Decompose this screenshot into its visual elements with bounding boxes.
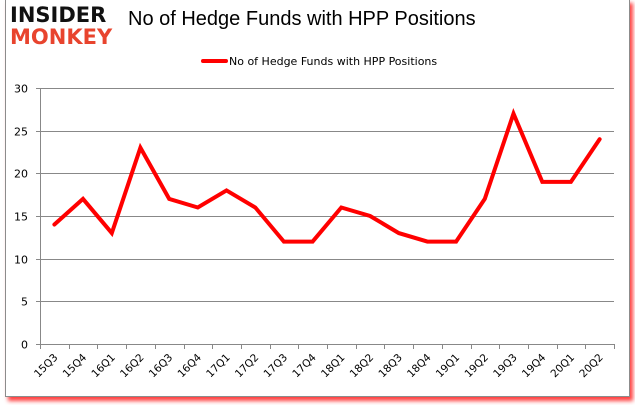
x-tick-label: 16Q4 [175,351,204,380]
y-tick-label: 15 [14,211,28,224]
x-tick-label: 18Q2 [348,352,377,381]
x-tick-label: 15Q4 [61,351,90,380]
chart-legend: No of Hedge Funds with HPP Positions [201,53,437,69]
x-tick-label: 18Q4 [405,351,434,380]
legend-label: No of Hedge Funds with HPP Positions [229,54,438,68]
series-line-hedge-funds [52,107,602,244]
logo-line-insider: INSIDER [10,3,107,27]
y-tick-label: 10 [14,254,28,267]
chart-title: No of Hedge Funds with HPP Positions [128,8,476,30]
x-tick-label: 18Q1 [319,352,348,381]
logo-line-monkey: MONKEY [10,25,113,49]
x-tick-label: 16Q2 [118,352,147,381]
x-tick-label: 18Q3 [376,352,405,381]
x-tick-label: 19Q3 [491,352,520,381]
x-tick-label: 16Q1 [89,352,118,381]
x-tick-label: 17Q3 [262,352,291,381]
y-tick-label: 20 [14,168,28,181]
gridlines [40,88,614,302]
y-tick-label: 25 [14,126,28,139]
y-tick-label: 30 [14,83,28,96]
x-tick-label: 15Q3 [32,352,61,381]
insider-monkey-logo: INSIDER MONKEY [10,4,118,50]
x-tick-label: 19Q1 [434,352,463,381]
y-axis-ticks: 0 5 10 15 20 25 30 [14,83,40,352]
x-tick-label: 20Q2 [577,352,606,381]
x-tick-label: 17Q2 [233,352,262,381]
x-tick-label: 16Q3 [147,352,176,381]
y-tick-label: 5 [21,296,28,309]
y-tick-label: 0 [21,339,28,352]
x-tick-label: 17Q1 [204,352,233,381]
chart-frame [5,0,630,397]
legend-line-swatch-icon [201,59,228,63]
x-tick-label: 19Q4 [520,351,549,380]
x-tick-label: 19Q2 [462,352,491,381]
x-tick-label: 20Q1 [549,352,578,381]
x-axis-ticks: 15Q3 15Q4 16Q1 16Q2 16Q3 16Q4 17Q1 17Q2 17Q3 17Q4… [32,344,615,380]
x-tick-label: 17Q4 [290,351,319,380]
